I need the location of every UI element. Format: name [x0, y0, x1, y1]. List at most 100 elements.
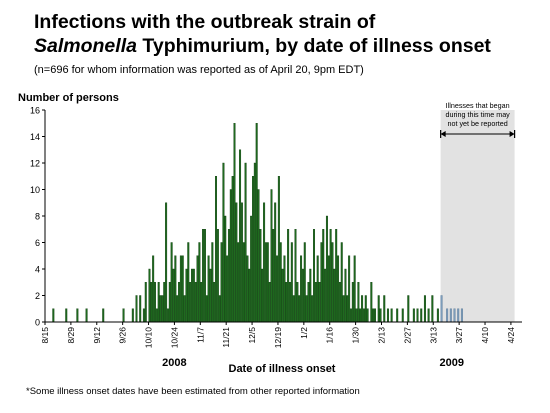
bar	[436, 308, 439, 323]
bar	[213, 282, 216, 323]
bar	[209, 268, 212, 323]
bar	[261, 268, 264, 323]
bar	[266, 242, 269, 323]
bar	[257, 189, 260, 323]
bar	[176, 295, 179, 323]
bar	[374, 308, 377, 323]
bar	[314, 282, 317, 323]
x-tick-label: 10/24	[169, 327, 179, 349]
bar	[211, 242, 214, 323]
bar	[255, 123, 258, 323]
footnote: *Some illness onset dates have been esti…	[26, 386, 360, 397]
bar	[178, 282, 181, 323]
year-label: 2008	[162, 357, 186, 369]
y-tick-label: 6	[35, 238, 40, 248]
bar	[300, 255, 303, 323]
bar	[318, 282, 321, 323]
bar	[324, 268, 327, 323]
bar	[148, 268, 151, 323]
y-axis-label: Number of persons	[18, 92, 119, 104]
chart-subtitle: (n=696 for whom information was reported…	[34, 64, 364, 76]
x-tick-label: 3/27	[454, 327, 464, 344]
y-tick-label: 12	[30, 159, 40, 169]
bar	[170, 242, 173, 323]
bar	[240, 202, 243, 323]
bar	[205, 295, 208, 323]
x-tick-label: 9/12	[92, 327, 102, 344]
bar	[320, 242, 323, 323]
bar	[244, 162, 247, 323]
bar	[370, 282, 373, 323]
bar	[155, 308, 158, 323]
shade-span-left-arrowhead	[440, 131, 446, 137]
bar	[85, 308, 88, 323]
bar	[412, 308, 415, 323]
bar	[401, 308, 404, 323]
bar	[372, 308, 375, 323]
x-tick-label: 11/7	[195, 327, 205, 343]
y-tick-label: 4	[35, 265, 40, 275]
bar	[194, 282, 197, 323]
bar	[142, 308, 145, 323]
bar	[259, 229, 262, 323]
bar	[457, 308, 460, 323]
bar	[283, 255, 286, 323]
bar	[222, 162, 225, 323]
bar	[296, 282, 299, 323]
bar	[377, 295, 380, 323]
bar	[396, 308, 399, 323]
bar	[207, 255, 210, 323]
bar	[416, 308, 419, 323]
x-axis: 8/15 8/29 9/12 9/26 10/10 10/24 11/7 11/21 12/5 1…	[40, 321, 522, 369]
shade-note-line: during this time may	[445, 110, 510, 119]
year-label: 2009	[440, 357, 464, 369]
bar	[179, 255, 182, 323]
bar	[309, 268, 312, 323]
x-tick-label: 12/5	[247, 327, 257, 344]
bar	[331, 242, 334, 323]
y-tick-label: 0	[35, 318, 40, 328]
bar	[446, 308, 449, 323]
chart-title-line-2: Salmonella Typhimurium, by date of illne…	[34, 35, 491, 58]
bar	[342, 295, 345, 323]
bar	[303, 242, 306, 323]
bar	[386, 308, 389, 323]
bar	[288, 282, 291, 323]
bar	[250, 215, 253, 323]
bar	[235, 202, 238, 323]
bar	[65, 308, 68, 323]
title-organism-italic: Salmonella	[34, 35, 137, 57]
bar	[237, 242, 240, 323]
bar	[277, 176, 280, 323]
bar	[305, 295, 308, 323]
bar	[423, 295, 426, 323]
x-tick-label: 2/13	[376, 327, 386, 344]
bar	[246, 255, 249, 323]
bar	[390, 308, 393, 323]
bar	[203, 229, 206, 323]
bar	[329, 229, 332, 323]
bar	[152, 255, 155, 323]
bar	[218, 295, 221, 323]
bar	[285, 282, 288, 323]
bar	[383, 295, 386, 323]
bar	[294, 229, 297, 323]
bar	[229, 189, 232, 323]
x-tick-label: 1/16	[325, 327, 335, 344]
bar	[144, 282, 147, 323]
bar	[139, 295, 142, 323]
bar	[366, 308, 369, 323]
bar	[76, 308, 79, 323]
bar	[216, 229, 219, 323]
shaded-reporting-lag-region	[440, 110, 515, 322]
bar	[340, 242, 343, 323]
bar	[287, 229, 290, 323]
bar	[102, 308, 105, 323]
bar	[185, 268, 188, 323]
bar	[161, 295, 164, 323]
bar	[252, 176, 254, 323]
bar	[274, 202, 277, 323]
x-axis-label: Date of illness onset	[229, 363, 336, 375]
bar	[163, 282, 166, 323]
